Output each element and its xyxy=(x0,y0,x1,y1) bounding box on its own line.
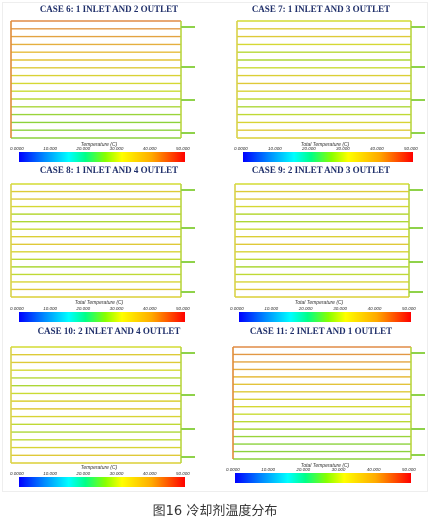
colorbar-tick-label: 50.000 xyxy=(176,471,190,476)
colorbar-tick-label: 0.0000 xyxy=(234,146,248,151)
figure-frame: CASE 6: 1 INLET AND 2 OUTLET Temperature… xyxy=(2,2,428,492)
panel-case-10: CASE 10: 2 INLET AND 4 OUTLET Temperatur… xyxy=(3,325,215,487)
pipe-diagram xyxy=(234,183,423,298)
colorbar-tick-label: 0.0000 xyxy=(10,146,24,151)
colorbar-tick-label: 40.000 xyxy=(370,146,384,151)
colorbar-tick-label: 50.000 xyxy=(402,306,416,311)
panel-title: CASE 6: 1 INLET AND 2 OUTLET xyxy=(39,4,179,14)
colorbar-tick-label: 40.000 xyxy=(367,306,382,311)
panel-case-11: CASE 11: 2 INLET AND 1 OUTLET Total Temp… xyxy=(215,325,427,486)
panel-case-8: CASE 8: 1 INLET AND 4 OUTLET Total Tempe… xyxy=(3,164,215,325)
panel-case-6: CASE 6: 1 INLET AND 2 OUTLET Temperature… xyxy=(3,3,215,164)
panel-title: CASE 11: 2 INLET AND 1 OUTLET xyxy=(249,326,393,336)
pipe-diagram xyxy=(232,346,425,460)
colorbar-tick-label: 20.000 xyxy=(76,471,91,476)
pipe-diagram xyxy=(236,20,425,139)
colorbar-tick-label: 50.000 xyxy=(402,467,416,472)
colorbar-tick-label: 50.000 xyxy=(176,306,190,311)
panel-case-9: CASE 9: 2 INLET AND 3 OUTLET Total Tempe… xyxy=(215,164,427,325)
colorbar-tick-label: 10.000 xyxy=(43,471,57,476)
panel-title: CASE 9: 2 INLET AND 3 OUTLET xyxy=(251,165,391,175)
figure-caption: 图16 冷却剂温度分布 xyxy=(152,504,278,519)
colorbar xyxy=(235,473,411,483)
colorbar-tick-label: 30.000 xyxy=(109,146,124,151)
panel-title: CASE 10: 2 INLET AND 4 OUTLET xyxy=(37,326,181,336)
colorbar-title: Total Temperature (C) xyxy=(74,300,124,306)
colorbar-title: Temperature (C) xyxy=(80,465,118,471)
colorbar-tick-label: 30.000 xyxy=(109,306,124,311)
colorbar-tick-label: 50.000 xyxy=(176,146,190,151)
colorbar-tick-label: 10.000 xyxy=(261,467,275,472)
colorbar-tick-label: 0.0000 xyxy=(226,467,240,472)
colorbar-tick-label: 40.000 xyxy=(366,467,381,472)
colorbar-tick-label: 40.000 xyxy=(142,306,157,311)
colorbar-title: Total Temperature (C) xyxy=(300,142,350,148)
colorbar-tick-label: 40.000 xyxy=(142,471,157,476)
panel-title: CASE 8: 1 INLET AND 4 OUTLET xyxy=(39,165,179,175)
colorbar xyxy=(19,152,185,162)
colorbar-tick-label: 20.000 xyxy=(298,306,313,311)
colorbar-tick-label: 10.000 xyxy=(264,306,279,311)
colorbar-title: Total Temperature (C) xyxy=(300,463,350,469)
pipe-diagram xyxy=(10,20,195,139)
colorbar xyxy=(239,312,411,322)
panel-title: CASE 7: 1 INLET AND 3 OUTLET xyxy=(251,4,391,14)
pipe-diagram xyxy=(10,346,195,464)
colorbar-tick-label: 20.000 xyxy=(76,146,91,151)
colorbar-tick-label: 10.000 xyxy=(268,146,282,151)
colorbar-tick-label: 30.000 xyxy=(109,471,124,476)
colorbar-tick-label: 0.0000 xyxy=(230,306,244,311)
colorbar-tick-label: 40.000 xyxy=(142,146,157,151)
colorbar-tick-label: 10.000 xyxy=(43,306,57,311)
colorbar-tick-label: 50.000 xyxy=(404,146,418,151)
colorbar-tick-label: 20.000 xyxy=(302,146,316,151)
colorbar-tick-label: 10.000 xyxy=(43,146,57,151)
colorbar-tick-label: 30.000 xyxy=(333,306,347,311)
colorbar-tick-label: 20.000 xyxy=(76,306,91,311)
colorbar xyxy=(19,312,185,322)
pipe-diagram xyxy=(10,183,195,298)
colorbar-title: Total Temperature (C) xyxy=(294,300,344,306)
colorbar-tick-label: 0.0000 xyxy=(10,471,24,476)
colorbar xyxy=(19,477,185,487)
colorbar xyxy=(243,152,413,162)
colorbar-title: Temperature (C) xyxy=(80,142,118,148)
colorbar-tick-label: 30.000 xyxy=(336,146,350,151)
colorbar-tick-label: 30.000 xyxy=(331,467,346,472)
panel-case-7: CASE 7: 1 INLET AND 3 OUTLET Total Tempe… xyxy=(215,3,427,164)
colorbar-tick-label: 20.000 xyxy=(296,467,311,472)
colorbar-tick-label: 0.0000 xyxy=(10,306,24,311)
